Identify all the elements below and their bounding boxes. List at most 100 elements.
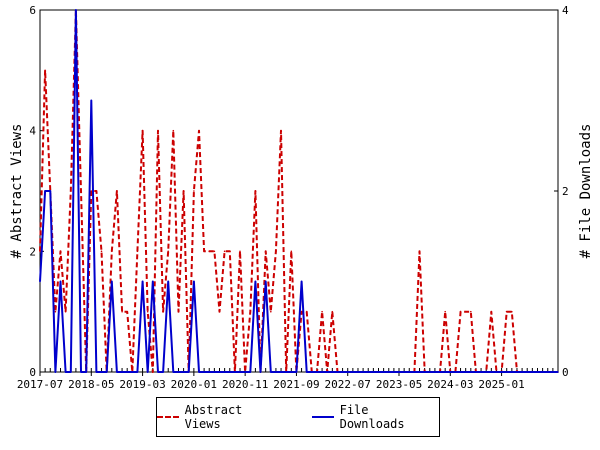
data-point-abstract-views xyxy=(331,310,334,313)
data-point-abstract-views xyxy=(270,310,272,313)
data-point-abstract-views xyxy=(203,250,205,253)
y-tick-label: 4 xyxy=(29,125,36,138)
data-point-file-downloads xyxy=(454,371,457,373)
x-tick-label: 2021-09 xyxy=(273,378,319,391)
data-point-file-downloads xyxy=(54,371,57,373)
data-point-file-downloads xyxy=(44,190,46,192)
data-point-file-downloads xyxy=(413,371,416,373)
data-point-abstract-views xyxy=(490,310,493,313)
data-point-abstract-views xyxy=(146,310,149,313)
x-tick-label: 2020-01 xyxy=(171,378,217,391)
data-point-file-downloads xyxy=(141,280,144,283)
data-point-file-downloads xyxy=(280,371,282,373)
data-point-file-downloads xyxy=(495,371,498,373)
data-point-abstract-views xyxy=(167,250,169,253)
data-point-abstract-views xyxy=(418,250,421,253)
data-point-file-downloads xyxy=(80,371,82,373)
data-point-file-downloads xyxy=(146,371,149,373)
y2-axis-ticks: 0 2 4 xyxy=(554,4,569,379)
data-point-abstract-views xyxy=(116,190,118,192)
data-point-file-downloads xyxy=(70,371,72,373)
data-point-file-downloads xyxy=(111,280,113,283)
data-point-file-downloads xyxy=(423,371,426,373)
data-point-file-downloads xyxy=(208,371,210,373)
legend-swatch-file-downloads xyxy=(312,416,334,418)
data-point-file-downloads xyxy=(182,371,185,373)
data-point-file-downloads xyxy=(203,371,205,373)
data-point-abstract-views xyxy=(305,310,308,313)
data-point-abstract-views xyxy=(254,190,257,192)
data-point-abstract-views xyxy=(239,250,241,253)
data-point-file-downloads xyxy=(126,371,128,373)
data-point-file-downloads xyxy=(39,280,41,283)
data-point-file-downloads xyxy=(326,371,329,373)
x-tick-label: 2017-07 xyxy=(17,378,63,391)
data-point-file-downloads xyxy=(187,371,190,373)
data-point-file-downloads xyxy=(382,371,385,373)
legend-item-file-downloads: File Downloads xyxy=(312,403,439,431)
data-point-file-downloads xyxy=(449,371,452,373)
legend-swatch-abstract-views xyxy=(157,416,179,418)
data-point-abstract-views xyxy=(464,310,467,313)
data-point-file-downloads xyxy=(490,371,493,373)
data-point-abstract-views xyxy=(54,310,57,313)
data-point-file-downloads xyxy=(357,371,359,373)
data-point-abstract-views xyxy=(157,129,159,132)
data-point-file-downloads xyxy=(59,280,62,283)
data-point-abstract-views xyxy=(300,310,303,313)
x-tick-label: 2024-03 xyxy=(427,378,473,391)
data-point-file-downloads xyxy=(285,371,288,373)
data-point-file-downloads xyxy=(90,99,93,102)
data-point-abstract-views xyxy=(141,129,144,132)
data-point-file-downloads xyxy=(429,371,431,373)
data-point-abstract-views xyxy=(444,310,447,313)
data-point-abstract-views xyxy=(182,190,185,192)
legend-item-abstract-views: Abstract Views xyxy=(157,403,284,431)
data-point-file-downloads xyxy=(393,371,395,373)
data-point-abstract-views xyxy=(90,190,93,192)
data-point-file-downloads xyxy=(434,371,436,373)
data-point-file-downloads xyxy=(552,371,554,373)
data-point-abstract-views xyxy=(100,250,103,253)
data-point-file-downloads xyxy=(116,371,118,373)
data-point-abstract-views xyxy=(321,310,323,313)
x-tick-label: 2020-11 xyxy=(222,378,268,391)
data-point-file-downloads xyxy=(295,371,298,373)
data-point-file-downloads xyxy=(213,371,216,373)
data-point-file-downloads xyxy=(177,371,180,373)
data-point-file-downloads xyxy=(75,9,77,11)
data-point-file-downloads xyxy=(521,371,523,373)
data-point-file-downloads xyxy=(346,371,349,373)
data-point-file-downloads xyxy=(100,371,103,373)
data-point-abstract-views xyxy=(213,250,216,253)
data-point-file-downloads xyxy=(198,371,200,373)
data-point-abstract-views xyxy=(177,310,180,313)
data-point-abstract-views xyxy=(172,129,175,132)
data-point-abstract-views xyxy=(229,250,231,253)
data-point-file-downloads xyxy=(234,371,236,373)
data-point-file-downloads xyxy=(136,371,139,373)
data-point-file-downloads xyxy=(531,371,534,373)
data-point-file-downloads xyxy=(121,371,123,373)
data-point-file-downloads xyxy=(541,371,544,373)
x-tick-label: 2023-05 xyxy=(376,378,422,391)
data-point-abstract-views xyxy=(152,371,154,373)
legend-label-abstract-views: Abstract Views xyxy=(184,403,243,431)
data-point-abstract-views xyxy=(59,250,62,253)
data-point-file-downloads xyxy=(470,371,472,373)
data-point-file-downloads xyxy=(270,371,272,373)
data-point-file-downloads xyxy=(300,280,303,283)
y2-tick-label: 2 xyxy=(562,185,569,198)
data-point-file-downloads xyxy=(167,280,169,283)
data-point-abstract-views xyxy=(505,310,508,313)
data-point-file-downloads xyxy=(193,280,195,283)
data-point-file-downloads xyxy=(239,371,241,373)
data-point-file-downloads xyxy=(259,371,262,373)
data-point-file-downloads xyxy=(264,280,267,283)
data-point-file-downloads xyxy=(408,371,411,373)
data-point-abstract-views xyxy=(162,310,164,313)
data-point-abstract-views xyxy=(136,250,139,253)
data-point-file-downloads xyxy=(254,280,257,283)
x-tick-label: 2025-01 xyxy=(478,378,524,391)
data-point-abstract-views xyxy=(44,69,46,72)
